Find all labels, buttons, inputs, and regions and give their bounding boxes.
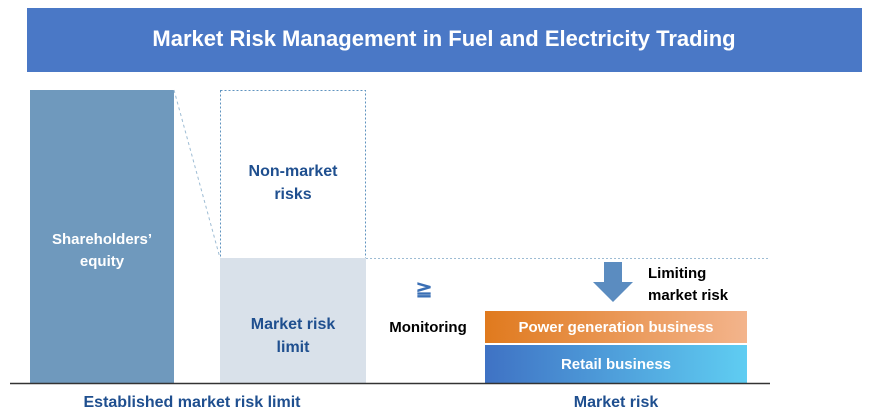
equity-label: Shareholders’ (52, 231, 152, 248)
monitoring-label: Monitoring (389, 319, 466, 336)
retail-label: Retail business (561, 356, 671, 373)
market-risk-limit-label: limit (277, 339, 311, 356)
gte-symbol: ≧ (416, 278, 433, 300)
right-caption: Market risk (574, 394, 659, 411)
down-arrow (593, 262, 633, 302)
non-market-label: Non-market (249, 163, 339, 180)
non-market-label: risks (274, 186, 311, 203)
equity-bar (30, 90, 174, 383)
equity-label: equity (80, 253, 125, 270)
power-generation-label: Power generation business (518, 319, 713, 336)
market-risk-limit-label: Market risk (251, 316, 336, 333)
limiting-label: Limiting (648, 265, 706, 282)
limiting-label: market risk (648, 287, 729, 304)
market-risk-limit-box (220, 258, 366, 383)
title: Market Risk Management in Fuel and Elect… (152, 26, 735, 51)
retail-bar (485, 345, 747, 383)
left-caption: Established market risk limit (84, 394, 302, 411)
connector (173, 89, 221, 259)
power-generation-bar (485, 311, 747, 343)
title-banner (27, 8, 862, 72)
